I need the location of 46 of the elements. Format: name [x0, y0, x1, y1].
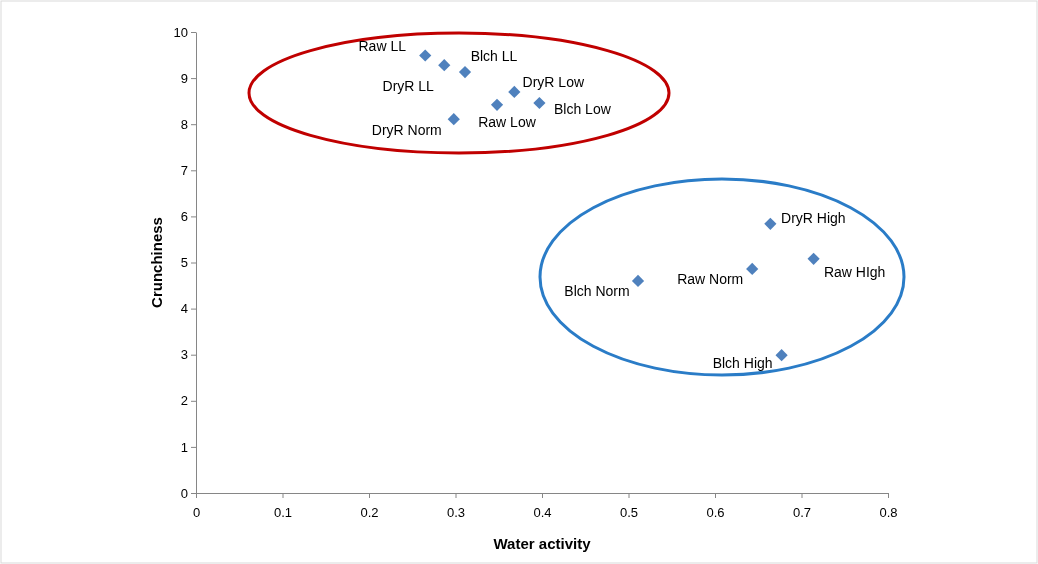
y-tick-label: 6: [180, 209, 188, 225]
x-axis-title: Water activity: [493, 535, 592, 552]
y-tick-label: 1: [180, 439, 188, 455]
point: [490, 98, 504, 111]
point: [533, 96, 546, 110]
x-tick-label: 0.2: [360, 504, 379, 520]
y-tick-label: 4: [180, 301, 188, 317]
annotation: Raw HIgh: [823, 263, 886, 280]
x-tick-label: 0.3: [446, 504, 466, 520]
x-tick-label: 0.1: [273, 504, 293, 520]
point: [764, 217, 777, 230]
x-tick-label: 0.6: [706, 504, 725, 520]
y-tick-label: 5: [180, 255, 188, 271]
y-tick-label: 0: [180, 485, 188, 501]
annotation: Raw Low: [478, 113, 537, 130]
y-tick-label: 2: [180, 393, 188, 409]
x-tick-label: 0: [192, 504, 201, 520]
annotation: DryR High: [781, 209, 846, 226]
annotation: DryR Low: [522, 73, 585, 90]
point: [447, 113, 460, 126]
y-tick-label: 3: [180, 347, 188, 363]
x-tick-label: 0.7: [792, 504, 812, 520]
x-tick-label: 0.8: [879, 504, 898, 520]
annotation: DryR LL: [382, 78, 435, 95]
point: [508, 85, 521, 99]
point: [419, 49, 432, 62]
annotation: Raw LL: [358, 37, 407, 54]
point: [458, 66, 472, 79]
annotation: Blch Norm: [564, 282, 630, 299]
x-tick-label: 0.4: [533, 504, 552, 520]
y-axis-title: Crunchiness: [148, 217, 165, 308]
point: [775, 349, 788, 362]
y-tick-label: 8: [180, 116, 188, 132]
y-tick-label: 9: [180, 70, 188, 86]
point: [438, 59, 451, 72]
annotation: Blch High: [712, 355, 773, 372]
annotation: Blch LL: [470, 48, 518, 65]
point: [631, 274, 645, 288]
x-tick-label: 0.5: [619, 504, 639, 520]
y-tick-label: 7: [180, 162, 188, 178]
y-tick-label: 10: [173, 24, 188, 40]
annotation: Raw Norm: [677, 270, 744, 287]
point: [746, 262, 759, 276]
annotation: DryR Norm: [371, 122, 442, 139]
annotation: Blch Low: [554, 100, 612, 117]
point: [807, 252, 820, 265]
